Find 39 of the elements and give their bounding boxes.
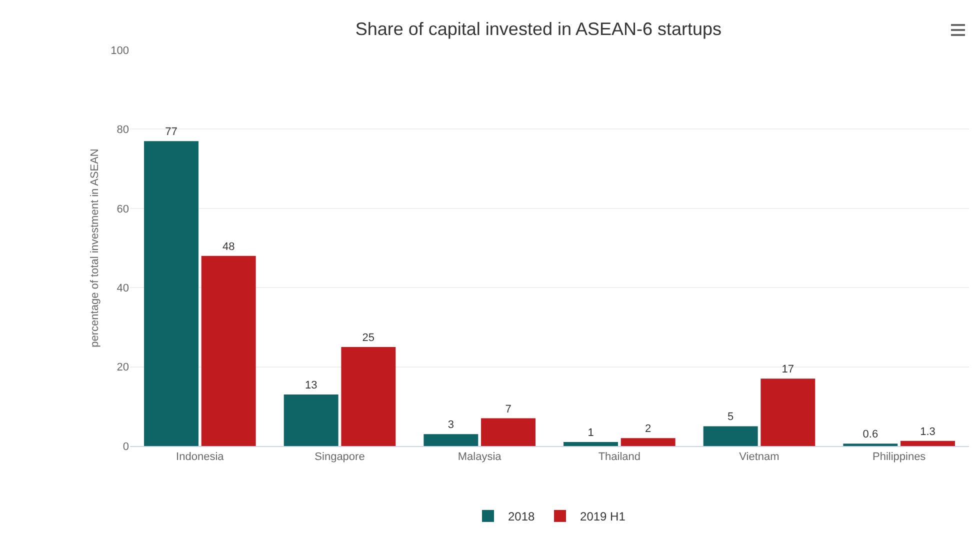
y-axis-title: percentage of total investment in ASEAN xyxy=(89,148,101,348)
bar xyxy=(620,438,676,446)
y-tick-label: 80 xyxy=(116,124,129,136)
x-tick-label: Malaysia xyxy=(458,451,502,464)
data-label: 1 xyxy=(588,427,594,440)
bar xyxy=(481,418,536,446)
x-tick-label: Vietnam xyxy=(739,451,780,464)
bar xyxy=(424,434,478,446)
data-label: 2 xyxy=(645,423,652,436)
data-label: 77 xyxy=(165,126,178,138)
data-label: 5 xyxy=(728,411,734,424)
y-tick-label: 60 xyxy=(116,203,129,216)
data-label: 0.6 xyxy=(862,428,878,441)
y-tick-label: 40 xyxy=(116,282,129,294)
data-label: 48 xyxy=(222,240,235,253)
bar xyxy=(564,442,618,446)
data-label: 1.3 xyxy=(920,426,936,438)
bar xyxy=(341,347,396,446)
data-label: 3 xyxy=(448,419,454,432)
bar xyxy=(144,141,198,446)
data-label: 7 xyxy=(505,403,512,416)
legend-label: 2019 H1 xyxy=(580,510,626,524)
bar xyxy=(900,440,955,446)
y-tick-label: 20 xyxy=(116,362,129,374)
y-tick-label: 0 xyxy=(122,440,129,453)
data-label: 13 xyxy=(304,380,318,392)
x-tick-label: Thailand xyxy=(598,451,641,464)
x-tick-label: Singapore xyxy=(314,451,365,464)
bar xyxy=(284,394,338,446)
y-tick-label: 100 xyxy=(110,44,129,57)
data-label: 25 xyxy=(362,332,375,344)
legend-label: 2018 xyxy=(508,510,536,524)
data-label: 17 xyxy=(782,364,794,376)
bar xyxy=(760,378,816,446)
x-tick-label: Philippines xyxy=(872,451,926,464)
bar xyxy=(201,256,256,446)
bar xyxy=(703,426,758,446)
chart-title: Share of capital invested in ASEAN-6 startups xyxy=(355,18,722,39)
x-tick-label: Indonesia xyxy=(176,451,225,464)
